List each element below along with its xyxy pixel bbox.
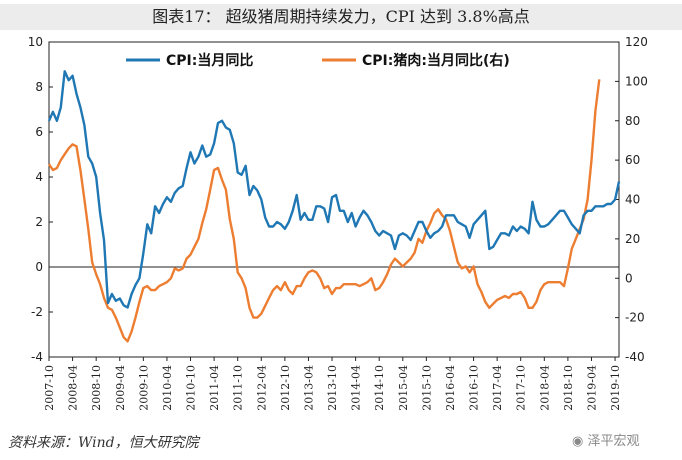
series-pork-line bbox=[47, 79, 601, 343]
x-tick-label: 2014-04 bbox=[350, 365, 363, 411]
chart-title: 图表17： 超级猪周期持续发力，CPI 达到 3.8%高点 bbox=[0, 4, 682, 30]
right-tick-label: 60 bbox=[625, 153, 640, 167]
legend-cpi-label: CPI:当月同比 bbox=[166, 52, 253, 69]
x-tick-label: 2019-04 bbox=[585, 365, 598, 411]
x-tick-label: 2016-10 bbox=[468, 365, 481, 411]
x-tick-label: 2017-10 bbox=[515, 365, 528, 411]
source-note: 资料来源：Wind，恒大研究院 bbox=[8, 435, 199, 451]
x-tick-label: 2017-04 bbox=[491, 365, 504, 411]
left-tick-label: 4 bbox=[35, 170, 43, 184]
x-tick-label: 2011-04 bbox=[208, 365, 221, 411]
x-tick-label: 2019-10 bbox=[609, 365, 622, 411]
right-tick-label: 0 bbox=[625, 271, 633, 285]
right-tick-label: -40 bbox=[625, 350, 645, 364]
legend: CPI:当月同比 CPI:猪肉:当月同比(右) bbox=[126, 52, 510, 69]
watermark: ◉ 泽平宏观 bbox=[572, 430, 640, 449]
left-y-axis: -4 -2 0 2 4 6 8 10 bbox=[28, 35, 619, 364]
x-tick-label: 2009-10 bbox=[137, 365, 150, 411]
x-tick-label: 2008-04 bbox=[67, 365, 80, 411]
left-tick-label: 10 bbox=[28, 35, 43, 49]
left-tick-label: 8 bbox=[35, 80, 43, 94]
x-tick-label: 2015-04 bbox=[397, 365, 410, 411]
right-y-axis: -40 -20 0 20 40 60 80 100 120 bbox=[615, 35, 648, 364]
right-tick-label: 40 bbox=[625, 193, 640, 207]
left-tick-label: 6 bbox=[35, 125, 43, 139]
x-tick-label: 2014-10 bbox=[373, 365, 386, 411]
x-tick-label: 2009-04 bbox=[114, 365, 127, 411]
x-tick-label: 2018-04 bbox=[538, 365, 551, 411]
x-tick-label: 2007-10 bbox=[43, 365, 56, 411]
left-tick-label: 2 bbox=[35, 215, 43, 229]
x-tick-label: 2013-10 bbox=[326, 365, 339, 411]
x-tick-label: 2012-10 bbox=[279, 365, 292, 411]
series-layer bbox=[47, 70, 621, 343]
right-tick-label: 100 bbox=[625, 74, 648, 88]
x-tick-label: 2013-04 bbox=[302, 365, 315, 411]
wechat-icon: ◉ bbox=[572, 434, 584, 449]
right-tick-label: -20 bbox=[625, 311, 645, 325]
x-axis: 2007-10 2008-04 2008-10 2009-04 2009-10 2010-… bbox=[43, 357, 622, 411]
series-cpi-line bbox=[47, 70, 621, 309]
right-tick-label: 80 bbox=[625, 114, 640, 128]
right-tick-label: 120 bbox=[625, 35, 648, 49]
left-tick-label: 0 bbox=[35, 260, 43, 274]
x-tick-label: 2010-10 bbox=[185, 365, 198, 411]
x-tick-label: 2008-10 bbox=[90, 365, 103, 411]
x-tick-label: 2012-04 bbox=[255, 365, 268, 411]
plot-frame bbox=[48, 41, 620, 358]
x-tick-label: 2016-04 bbox=[444, 365, 457, 411]
left-tick-label: -2 bbox=[31, 305, 43, 319]
left-tick-label: -4 bbox=[31, 350, 43, 364]
legend-pork-label: CPI:猪肉:当月同比(右) bbox=[362, 52, 510, 69]
right-tick-label: 20 bbox=[625, 232, 640, 246]
x-tick-label: 2015-10 bbox=[420, 365, 433, 411]
x-tick-label: 2018-10 bbox=[562, 365, 575, 411]
x-tick-label: 2011-10 bbox=[232, 365, 245, 411]
watermark-text: 泽平宏观 bbox=[587, 434, 640, 449]
x-tick-label: 2010-04 bbox=[161, 365, 174, 411]
